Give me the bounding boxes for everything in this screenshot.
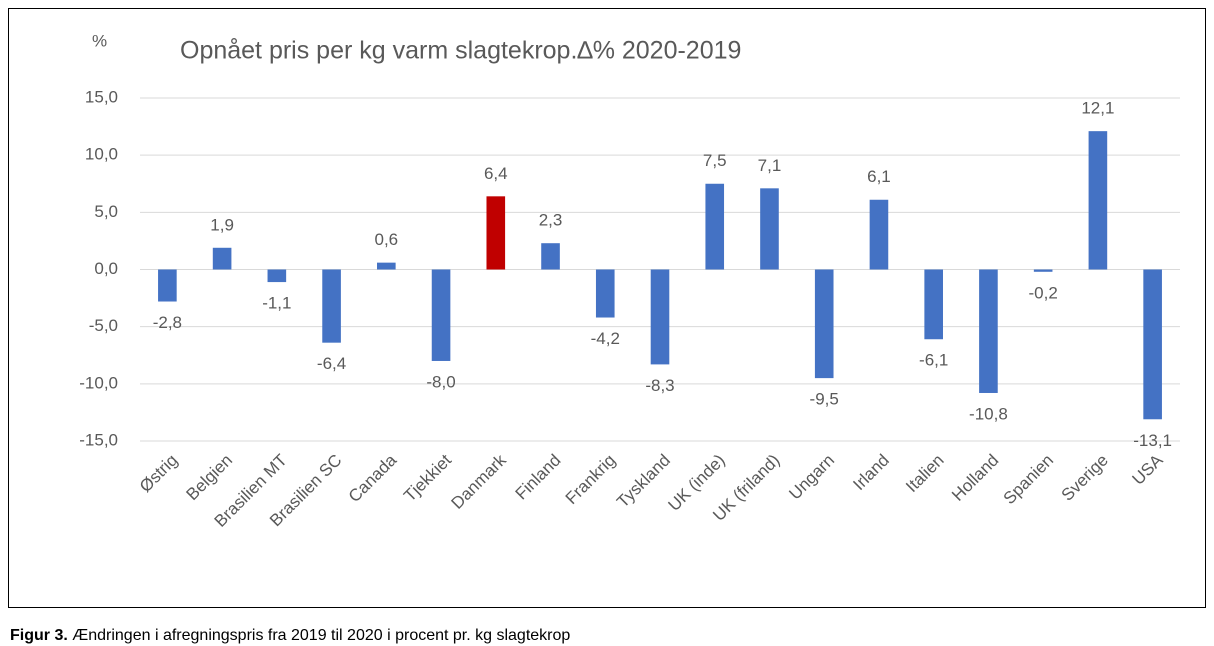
data-label: -2,8	[153, 313, 182, 332]
bar	[869, 199, 889, 270]
caption-text: Ændringen i afregningspris fra 2019 til …	[68, 627, 571, 644]
bar	[1143, 269, 1162, 420]
data-label: 6,4	[484, 164, 508, 183]
y-tick-label: -5,0	[89, 316, 118, 335]
bar	[1088, 131, 1108, 270]
bar	[431, 269, 451, 361]
caption: Figur 3. Ændringen i afregningspris fra …	[10, 627, 570, 644]
x-tick-label: Danmark	[448, 450, 511, 513]
bar	[814, 269, 834, 379]
bar	[760, 188, 779, 270]
bar	[705, 183, 725, 270]
bar	[595, 269, 615, 318]
bar	[158, 269, 177, 302]
data-label: 12,1	[1081, 99, 1114, 118]
x-tick-label: Belgien	[183, 451, 237, 505]
x-tick-label: Spanien	[1000, 451, 1058, 509]
bar	[377, 262, 396, 270]
x-tick-label: Canada	[345, 450, 401, 506]
bar	[1033, 269, 1053, 272]
x-tick-label: Italien	[902, 451, 948, 497]
data-label: 1,9	[210, 215, 234, 234]
x-tick-label: Tjekkiet	[400, 450, 455, 505]
x-tick-label: USA	[1128, 450, 1167, 489]
x-tick-label: Frankrig	[562, 451, 620, 509]
x-tick-label: Finland	[512, 451, 565, 504]
y-tick-label: -10,0	[79, 373, 118, 392]
data-label: 7,5	[703, 151, 727, 170]
bar	[322, 269, 341, 343]
data-label: -10,8	[969, 404, 1008, 423]
data-label: -6,4	[317, 354, 346, 373]
data-label: -4,2	[591, 329, 620, 348]
data-label: -13,1	[1133, 431, 1172, 450]
data-label: -9,5	[810, 390, 839, 409]
data-label: -1,1	[262, 294, 291, 313]
x-tick-label: Sverige	[1058, 451, 1112, 505]
x-tick-label: Irland	[849, 451, 893, 495]
data-label: -8,3	[645, 376, 674, 395]
bar	[486, 196, 506, 270]
data-label: 6,1	[867, 167, 891, 186]
x-tick-label: Ungarn	[785, 451, 838, 504]
y-unit-label: %	[92, 31, 107, 50]
bar	[979, 269, 998, 393]
bar	[212, 247, 232, 270]
data-label: -8,0	[426, 372, 455, 391]
data-label: -0,2	[1029, 283, 1058, 302]
y-tick-label: 10,0	[85, 145, 118, 164]
frame	[8, 8, 1206, 608]
x-tick-label: Holland	[948, 451, 1002, 505]
data-label: 7,1	[758, 156, 782, 175]
bar	[650, 269, 670, 365]
y-tick-label: 0,0	[94, 259, 118, 278]
chart-title: Opnået pris per kg varm slagtekrop.∆% 20…	[180, 37, 741, 65]
y-tick-label: 15,0	[85, 87, 118, 106]
y-tick-label: 5,0	[94, 202, 118, 221]
y-tick-label: -15,0	[79, 430, 118, 449]
bar	[924, 269, 943, 340]
bar	[267, 269, 287, 283]
data-label: -6,1	[919, 351, 948, 370]
data-label: 2,3	[539, 211, 563, 230]
x-tick-label: Østrig	[136, 451, 181, 496]
caption-label: Figur 3.	[10, 627, 68, 644]
data-label: 0,6	[374, 230, 398, 249]
bar	[541, 243, 560, 270]
